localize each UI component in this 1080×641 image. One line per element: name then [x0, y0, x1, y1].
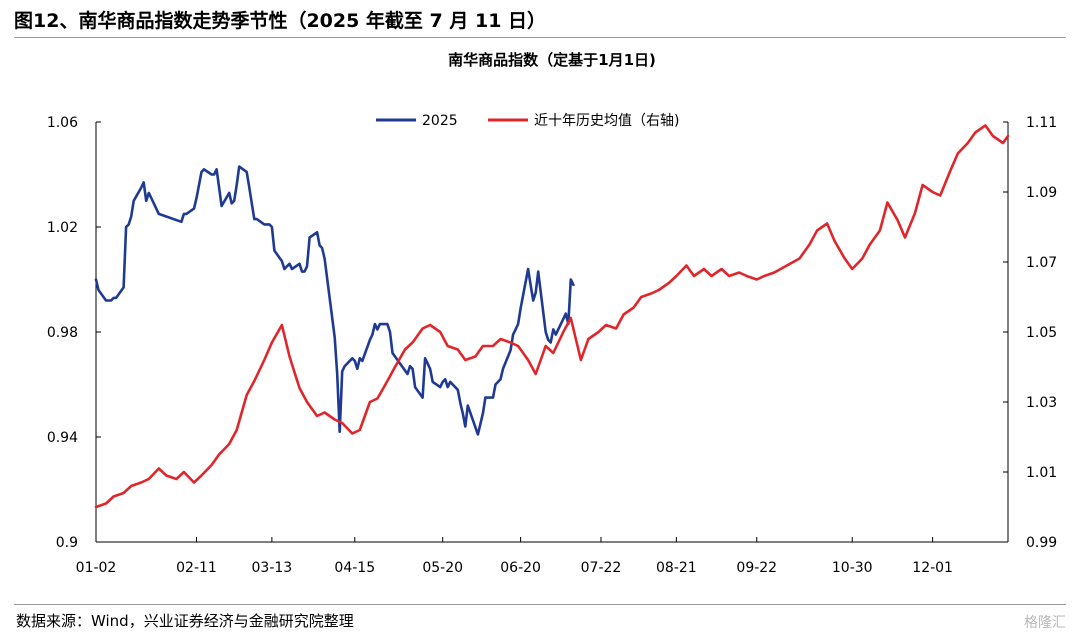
- figure-title: 图12、南华商品指数走势季节性（2025 年截至 7 月 11 日）: [14, 10, 547, 32]
- series-line-avg: [94, 124, 1010, 509]
- y-tick-label-right: 1.09: [1026, 185, 1057, 201]
- x-tick-label: 02-11: [176, 560, 217, 576]
- y-tick-label-right: 1.03: [1026, 395, 1057, 411]
- x-tick-label: 05-20: [422, 560, 463, 576]
- x-tick-label: 06-20: [500, 560, 541, 576]
- watermark: 格隆汇: [1024, 615, 1066, 631]
- x-tick-label: 10-30: [832, 560, 873, 576]
- title-rule: [14, 37, 1066, 38]
- chart-title: 南华商品指数（定基于1月1日): [448, 51, 656, 69]
- data-source: 数据来源：Wind，兴业证券经济与金融研究院整理: [16, 612, 354, 630]
- x-tick-label: 07-22: [581, 560, 622, 576]
- legend-label: 2025: [422, 113, 458, 129]
- source-rule: [14, 604, 1066, 605]
- y-tick-label-left: 0.98: [47, 325, 78, 341]
- x-tick-label: 04-15: [334, 560, 375, 576]
- chart: 南华商品指数（定基于1月1日) 1.06 1.02 0.98 0.94 0.9 1.11 1.…: [47, 51, 1057, 576]
- x-tick-label: 09-22: [736, 560, 777, 576]
- y-tick-label-right: 1.05: [1026, 325, 1057, 341]
- y-tick-label-right: 1.01: [1026, 465, 1057, 481]
- y-tick-label-right: 1.07: [1026, 255, 1057, 271]
- y-tick-label-right: 0.99: [1026, 535, 1057, 551]
- legend-label: 近十年历史均值（右轴): [534, 113, 679, 129]
- y-tick-label-right: 1.11: [1026, 115, 1057, 131]
- series-line-2025: [94, 165, 575, 436]
- x-tick-label: 01-02: [76, 560, 117, 576]
- y-tick-label-left: 1.06: [47, 115, 78, 131]
- y-tick-label-left: 0.94: [47, 430, 78, 446]
- x-tick-label: 08-21: [656, 560, 697, 576]
- y-tick-label-left: 1.02: [47, 220, 78, 236]
- x-tick-label: 12-01: [912, 560, 953, 576]
- y-tick-label-left: 0.9: [56, 535, 78, 551]
- x-tick-label: 03-13: [252, 560, 293, 576]
